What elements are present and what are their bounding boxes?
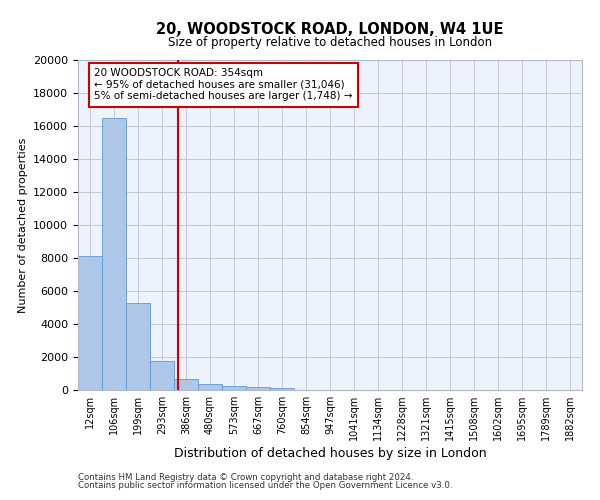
Bar: [198, 384, 222, 390]
X-axis label: Distribution of detached houses by size in London: Distribution of detached houses by size …: [173, 448, 487, 460]
Bar: [78, 256, 102, 390]
Bar: [150, 361, 174, 390]
Bar: [246, 386, 270, 390]
Bar: [174, 380, 198, 390]
Text: Contains public sector information licensed under the Open Government Licence v3: Contains public sector information licen…: [78, 481, 452, 490]
Bar: [222, 386, 246, 390]
Text: Contains HM Land Registry data © Crown copyright and database right 2024.: Contains HM Land Registry data © Crown c…: [78, 472, 413, 482]
Text: Size of property relative to detached houses in London: Size of property relative to detached ho…: [168, 36, 492, 49]
Y-axis label: Number of detached properties: Number of detached properties: [17, 138, 28, 312]
Bar: [270, 388, 294, 390]
Bar: [102, 118, 126, 390]
Text: 20 WOODSTOCK ROAD: 354sqm
← 95% of detached houses are smaller (31,046)
5% of se: 20 WOODSTOCK ROAD: 354sqm ← 95% of detac…: [94, 68, 353, 102]
Bar: [126, 302, 150, 390]
Text: 20, WOODSTOCK ROAD, LONDON, W4 1UE: 20, WOODSTOCK ROAD, LONDON, W4 1UE: [156, 22, 504, 38]
